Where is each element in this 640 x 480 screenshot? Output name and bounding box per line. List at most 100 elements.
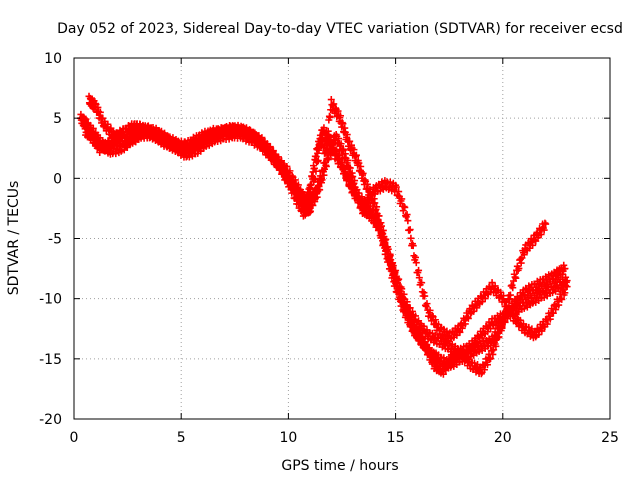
x-tick-label: 20 — [494, 430, 512, 446]
data-point-marker — [406, 226, 414, 234]
x-tick-label: 10 — [279, 430, 297, 446]
data-point-marker — [483, 361, 491, 369]
data-point-marker — [406, 304, 414, 312]
data-point-marker — [344, 156, 352, 164]
data-point-marker — [515, 264, 523, 272]
y-tick-label: -10 — [39, 292, 62, 308]
data-point-marker — [415, 266, 423, 274]
x-tick-labels: 0 5 10 15 20 25 — [70, 430, 619, 446]
data-point-marker — [393, 279, 401, 287]
data-point-marker — [340, 146, 348, 154]
data-point-marker — [341, 165, 349, 173]
data-point-marker — [280, 164, 288, 172]
data-point-marker — [346, 137, 354, 145]
data-point-marker — [481, 295, 489, 303]
data-point-marker — [339, 120, 347, 128]
data-point-marker — [492, 342, 500, 350]
data-point-marker — [403, 211, 411, 219]
x-tick-label: 15 — [387, 430, 405, 446]
data-point-marker — [326, 113, 334, 121]
data-point-marker — [409, 242, 417, 250]
x-tick-label: 25 — [601, 430, 619, 446]
data-point-marker — [337, 140, 345, 148]
data-point-marker — [401, 203, 409, 211]
data-point-marker — [498, 323, 506, 331]
data-point-marker — [333, 149, 341, 157]
data-point-marker — [315, 182, 323, 190]
data-point-marker — [89, 124, 97, 132]
data-point-marker — [500, 317, 508, 325]
data-point-marker — [306, 208, 314, 216]
data-point-marker — [473, 304, 481, 312]
data-point-marker — [315, 146, 323, 154]
data-point-marker — [503, 298, 511, 306]
data-point-marker — [346, 164, 354, 172]
data-point-marker — [384, 245, 392, 253]
data-point-marker — [353, 189, 361, 197]
data-point-marker — [398, 195, 406, 203]
data-point-marker — [512, 274, 520, 282]
data-point-marker — [395, 282, 403, 290]
data-point-marker — [506, 291, 514, 299]
data-point-marker — [324, 127, 332, 135]
x-axis-label: GPS time / hours — [281, 458, 398, 474]
data-point-marker — [412, 259, 420, 267]
data-point-marker — [426, 306, 434, 314]
data-point-marker — [418, 279, 426, 287]
data-point-marker — [272, 154, 280, 162]
data-point-marker — [518, 295, 526, 303]
data-point-marker — [412, 312, 420, 320]
data-point-marker — [359, 169, 367, 177]
data-point-marker — [313, 190, 321, 198]
data-point-marker — [343, 131, 351, 139]
data-point-marker — [392, 183, 400, 191]
y-tick-label: -5 — [48, 232, 62, 248]
data-point-marker — [563, 277, 571, 285]
series-track-4 — [79, 115, 571, 345]
data-point-marker — [351, 177, 359, 185]
data-point-marker — [320, 159, 328, 167]
data-point-marker — [96, 108, 104, 116]
x-tick-label: 5 — [177, 430, 186, 446]
data-point-marker — [404, 309, 412, 317]
data-point-marker — [307, 198, 315, 206]
data-point-marker — [389, 259, 397, 267]
data-point-marker — [325, 154, 333, 162]
data-point-marker — [352, 151, 360, 159]
data-point-marker — [546, 315, 554, 323]
data-point-marker — [520, 251, 528, 259]
data-point-marker — [540, 226, 548, 234]
data-point-marker — [555, 301, 563, 309]
data-point-marker — [363, 203, 371, 211]
y-tick-label: 10 — [44, 51, 62, 67]
y-tick-label: -20 — [39, 412, 62, 428]
data-point-marker — [291, 181, 299, 189]
data-point-marker — [391, 268, 399, 276]
y-tick-labels: -20 -15 -10 -5 0 5 10 — [39, 51, 62, 428]
data-point-marker — [378, 222, 386, 230]
data-point-marker — [561, 289, 569, 297]
data-point-marker — [558, 295, 566, 303]
x-tick-label: 0 — [70, 430, 79, 446]
data-point-marker — [330, 100, 338, 108]
data-point-marker — [407, 234, 415, 242]
data-point-marker — [549, 309, 557, 317]
data-point-marker — [563, 283, 571, 291]
data-point-marker — [490, 346, 498, 354]
data-point-marker — [319, 167, 327, 175]
data-point-marker — [398, 290, 406, 298]
data-point-marker — [382, 235, 390, 243]
data-point-marker — [411, 323, 419, 331]
y-axis-label: SDTVAR / TECUs — [6, 181, 22, 296]
data-point-marker — [344, 172, 352, 180]
data-point-marker — [491, 282, 499, 290]
data-point-marker — [465, 355, 473, 363]
data-point-marker — [427, 351, 435, 359]
data-point-marker — [542, 220, 550, 228]
data-series — [76, 92, 571, 378]
data-point-marker — [456, 328, 464, 336]
data-point-marker — [404, 217, 412, 225]
data-point-marker — [375, 212, 383, 220]
data-point-marker — [500, 292, 508, 300]
